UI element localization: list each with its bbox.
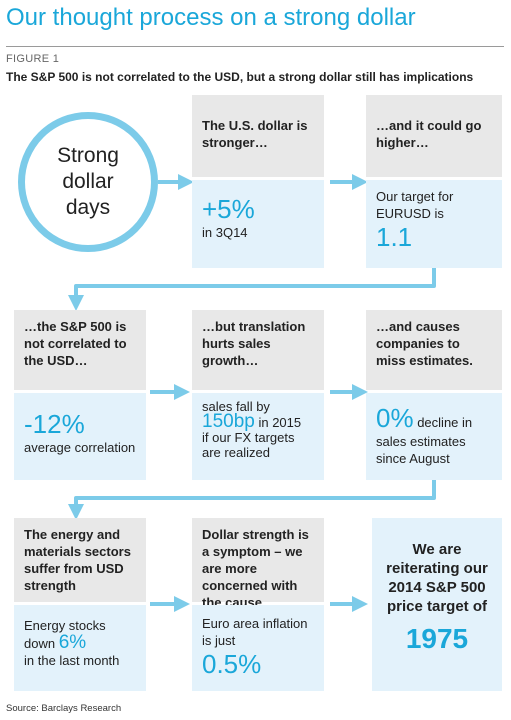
estimates-decline-text: sales estimates since August <box>376 434 466 466</box>
sales-fall-year: in 2015 <box>258 415 302 430</box>
not-correlated-header: …the S&P 500 is not correlated to the US… <box>14 310 146 390</box>
energy-stocks-value: 6% <box>58 632 87 653</box>
translation-header: …but translation hurts sales growth… <box>192 310 324 390</box>
euro-inflation-box: Euro area inflation is just 0.5% <box>192 605 324 691</box>
arrow-row1-to-row2 <box>68 268 436 311</box>
page-title: Our thought process on a strong dollar <box>6 4 416 31</box>
dollar-stronger-header-text: The U.S. dollar is stronger… <box>202 118 308 150</box>
euro-inflation-text: Euro area inflation is just <box>202 616 308 648</box>
energy-stocks-pre: Energy stocks <box>24 618 106 633</box>
sales-fall-condition: if our FX targets are realized <box>202 430 295 460</box>
dollar-stronger-header: The U.S. dollar is stronger… <box>192 95 324 177</box>
arrow-row2-to-row3 <box>68 480 436 520</box>
miss-estimates-header-text: …and causes companies to miss estimates. <box>376 319 473 368</box>
figure-label: FIGURE 1 <box>6 53 60 65</box>
energy-stocks-period: in the last month <box>24 653 120 668</box>
circle-line-2: dollar <box>62 170 114 193</box>
eurusd-target-value: 1.1 <box>376 222 413 252</box>
strong-dollar-circle: Strong dollar days <box>18 112 158 252</box>
sales-fall-box: sales fall by 150bp in 2015 if our FX ta… <box>192 393 324 480</box>
energy-materials-header: The energy and materials sectors suffer … <box>14 518 146 602</box>
estimates-decline-box: 0% decline in sales estimates since Augu… <box>366 393 502 480</box>
figure-subtitle: The S&P 500 is not correlated to the USD… <box>6 70 474 84</box>
dollar-symptom-header-text: Dollar strength is a symptom – we are mo… <box>202 527 309 610</box>
price-target-text: We are reiterating our 2014 S&P 500 pric… <box>386 541 488 615</box>
dollar-gain-period: in 3Q14 <box>202 225 248 240</box>
euro-inflation-value: 0.5% <box>202 649 262 679</box>
circle-line-1: Strong <box>57 144 119 167</box>
dollar-symptom-header: Dollar strength is a symptom – we are mo… <box>192 518 324 610</box>
correlation-label: average correlation <box>24 440 136 455</box>
miss-estimates-header: …and causes companies to miss estimates. <box>366 310 502 390</box>
could-go-higher-header-text: …and it could go higher… <box>376 118 482 150</box>
correlation-value-box: -12% average correlation <box>14 393 146 480</box>
circle-line-3: days <box>65 196 111 219</box>
sales-fall-pre: sales fall by <box>202 399 270 414</box>
dollar-gain-value: +5% <box>202 194 255 224</box>
sales-fall-value: 150bp <box>202 411 255 432</box>
price-target-value: 1975 <box>405 623 469 654</box>
energy-stocks-down: down <box>24 636 56 651</box>
estimates-decline-value: 0% <box>376 403 414 433</box>
eurusd-target-box: Our target for EURUSD is 1.1 <box>366 180 502 268</box>
eurusd-target-text: Our target for EURUSD is <box>376 189 454 221</box>
estimates-decline-word: decline in <box>417 415 473 430</box>
title-divider <box>6 46 504 47</box>
price-target-box: We are reiterating our 2014 S&P 500 pric… <box>372 518 502 691</box>
energy-materials-header-text: The energy and materials sectors suffer … <box>24 527 131 593</box>
energy-stocks-box: Energy stocks down 6% in the last month <box>14 605 146 691</box>
not-correlated-header-text: …the S&P 500 is not correlated to the US… <box>24 319 127 368</box>
source-note: Source: Barclays Research <box>6 703 122 714</box>
translation-header-text: …but translation hurts sales growth… <box>202 319 306 368</box>
dollar-stronger-value-box: +5% in 3Q14 <box>192 180 324 268</box>
could-go-higher-header: …and it could go higher… <box>366 95 502 177</box>
correlation-value: -12% <box>24 409 85 439</box>
